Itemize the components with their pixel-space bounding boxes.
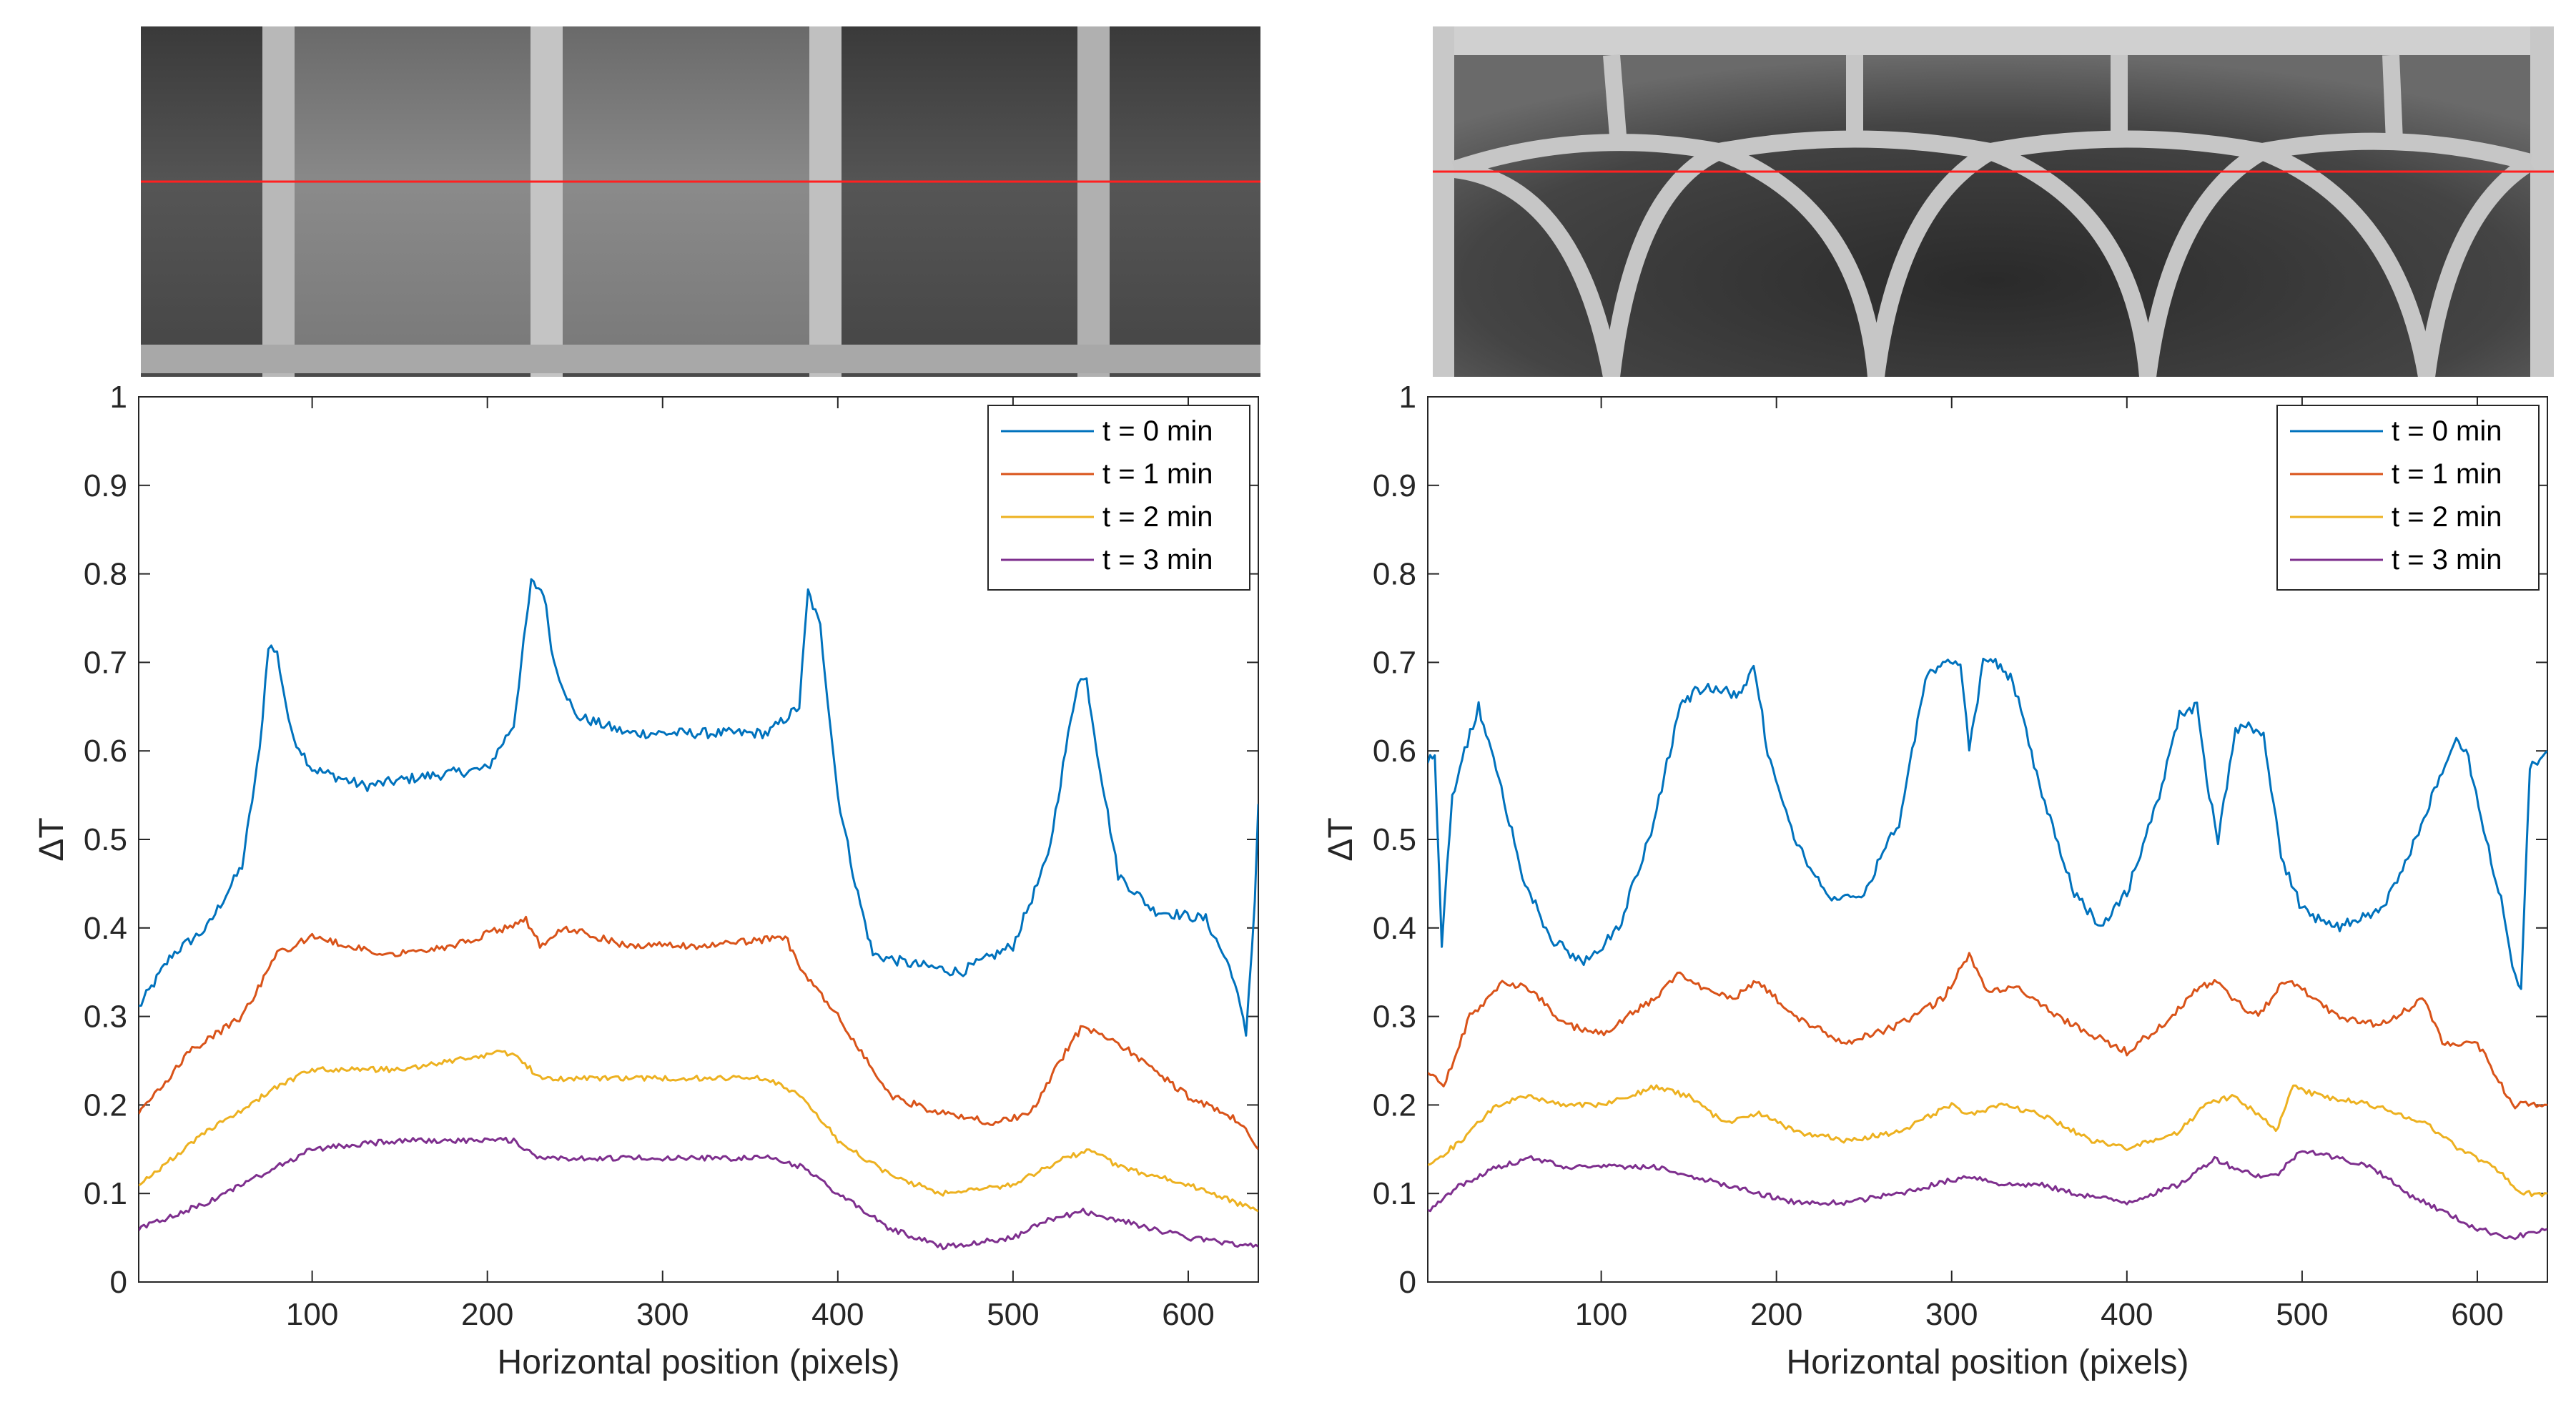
y-tick-label: 0.4 xyxy=(1373,911,1416,946)
y-tick-label: 0.6 xyxy=(84,734,127,769)
series-line-t-3-min xyxy=(1428,1150,2547,1241)
legend-label: t = 1 min xyxy=(1102,458,1213,490)
thermal-image-arched xyxy=(1433,26,2554,377)
rectangular-grid-image xyxy=(141,26,1260,377)
x-tick-label: 300 xyxy=(1925,1297,1978,1332)
y-tick-label: 0.7 xyxy=(84,645,127,680)
chart-left-svg: 0 0.1 0.2 0.3 0.4 0.5 0.6 0.7 0.8 0.9 1 100 200 300 40… xyxy=(33,380,1259,1381)
thermal-image-rectangular xyxy=(141,26,1260,377)
legend-label: t = 0 min xyxy=(2392,415,2502,447)
x-tick-label: 200 xyxy=(461,1297,513,1332)
y-axis-label: ΔT xyxy=(33,817,71,861)
legend-label: t = 2 min xyxy=(1102,501,1213,533)
x-tick-label: 600 xyxy=(2451,1297,2503,1332)
series-line-t-3-min xyxy=(139,1136,1258,1251)
series-line-t-0-min xyxy=(139,578,1258,1037)
legend-label: t = 0 min xyxy=(1102,415,1213,447)
y-tick-label: 0.9 xyxy=(84,468,127,503)
series-line-t-1-min xyxy=(1428,952,2547,1110)
y-tick-label: 0.4 xyxy=(84,911,127,946)
y-tick-label: 0.6 xyxy=(1373,734,1416,769)
legend-label: t = 1 min xyxy=(2392,458,2502,490)
y-tick-label: 0.5 xyxy=(1373,822,1416,857)
x-axis-label: Horizontal position (pixels) xyxy=(498,1343,900,1381)
x-tick-label: 600 xyxy=(1162,1297,1214,1332)
series-line-t-1-min xyxy=(139,915,1258,1150)
chart-right: 0 0.1 0.2 0.3 0.4 0.5 0.6 0.7 0.8 0.9 1 100 200 300 40… xyxy=(1289,379,2576,1420)
legend-label: t = 3 min xyxy=(1102,544,1213,576)
x-axis-label: Horizontal position (pixels) xyxy=(1787,1343,2189,1381)
x-tick-label: 100 xyxy=(286,1297,338,1332)
x-tick-label: 400 xyxy=(2101,1297,2153,1332)
y-tick-label: 0.3 xyxy=(84,1000,127,1035)
series-line-t-2-min xyxy=(139,1050,1258,1213)
series-line-t-2-min xyxy=(1428,1084,2547,1198)
y-tick-label: 0.8 xyxy=(1373,557,1416,592)
y-tick-label: 1 xyxy=(110,380,127,415)
y-tick-label: 0.9 xyxy=(1373,468,1416,503)
chart-left: 0 0.1 0.2 0.3 0.4 0.5 0.6 0.7 0.8 0.9 1 100 200 300 40… xyxy=(0,379,1287,1420)
y-tick-label: 0.2 xyxy=(1373,1088,1416,1123)
y-tick-label: 1 xyxy=(1399,380,1416,415)
y-tick-label: 0.1 xyxy=(84,1176,127,1211)
x-tick-label: 100 xyxy=(1575,1297,1627,1332)
x-tick-label: 400 xyxy=(811,1297,864,1332)
y-tick-label: 0 xyxy=(1399,1265,1416,1300)
x-tick-label: 300 xyxy=(636,1297,689,1332)
legend-label: t = 2 min xyxy=(2392,501,2502,533)
y-tick-label: 0.5 xyxy=(84,822,127,857)
y-tick-label: 0.8 xyxy=(84,557,127,592)
y-tick-label: 0.3 xyxy=(1373,1000,1416,1035)
x-tick-label: 500 xyxy=(2276,1297,2328,1332)
y-tick-label: 0.1 xyxy=(1373,1176,1416,1211)
chart-right-svg: 0 0.1 0.2 0.3 0.4 0.5 0.6 0.7 0.8 0.9 1 100 200 300 40… xyxy=(1322,380,2548,1381)
y-tick-label: 0 xyxy=(110,1265,127,1300)
series-line-t-0-min xyxy=(1428,657,2547,990)
x-tick-label: 200 xyxy=(1750,1297,1802,1332)
y-axis-label: ΔT xyxy=(1322,817,1360,861)
legend-label: t = 3 min xyxy=(2392,544,2502,576)
arched-grid-image xyxy=(1433,26,2554,377)
y-tick-label: 0.7 xyxy=(1373,645,1416,680)
x-tick-label: 500 xyxy=(987,1297,1039,1332)
y-tick-label: 0.2 xyxy=(84,1088,127,1123)
